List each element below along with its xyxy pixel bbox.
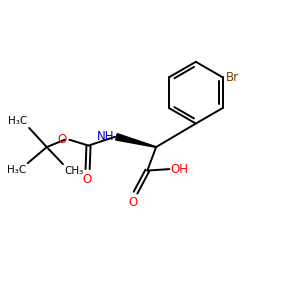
Text: H₃C: H₃C (7, 165, 26, 175)
Polygon shape (116, 134, 156, 147)
Text: O: O (57, 133, 67, 146)
Text: OH: OH (171, 163, 189, 176)
Text: H₃C: H₃C (8, 116, 28, 127)
Text: NH: NH (97, 130, 114, 143)
Text: CH₃: CH₃ (64, 166, 84, 176)
Text: Br: Br (226, 71, 238, 84)
Text: O: O (129, 196, 138, 209)
Text: O: O (82, 172, 92, 186)
